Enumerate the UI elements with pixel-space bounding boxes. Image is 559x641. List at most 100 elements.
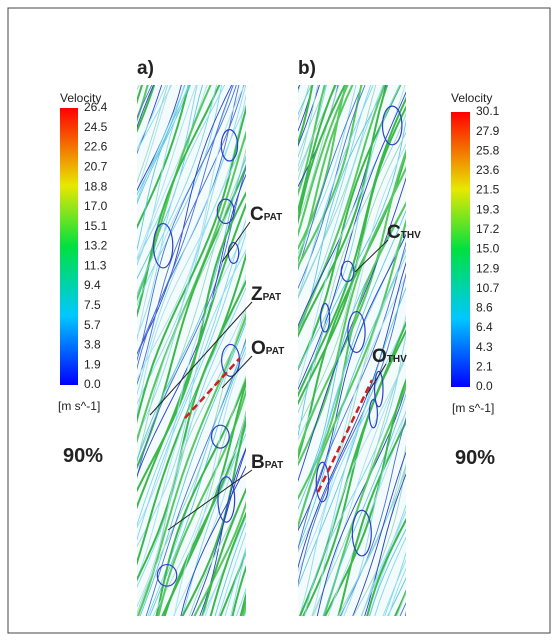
streamline (298, 274, 406, 573)
colorbar-title: Velocity (451, 91, 492, 105)
vortex (315, 461, 330, 503)
vortex (368, 398, 378, 429)
streamline (173, 427, 246, 616)
colorbar-tick-label: 10.7 (476, 281, 500, 295)
vortex (347, 310, 366, 354)
streamline (137, 85, 234, 356)
streamline (137, 85, 169, 184)
streamline (339, 417, 406, 616)
vortex (340, 260, 355, 283)
streamline (180, 465, 246, 616)
streamline (137, 85, 226, 338)
streamline (147, 341, 246, 616)
streamline (316, 385, 406, 616)
vortex (152, 222, 174, 269)
colorbar-tick-label: 8.6 (476, 301, 493, 315)
vortex (217, 476, 236, 523)
vortex (381, 105, 403, 146)
streamline (163, 410, 246, 616)
annotation-letter: B (251, 452, 265, 473)
streamline (137, 85, 154, 129)
streamline (137, 85, 153, 119)
colorbar-tick-label: 15.0 (476, 242, 500, 256)
streamline (337, 443, 406, 616)
streamline (199, 447, 246, 616)
streamline (322, 383, 406, 616)
streamline (137, 273, 246, 580)
streamline (327, 409, 406, 616)
streamline (173, 411, 246, 616)
streamline (298, 85, 363, 271)
streamline (298, 85, 401, 370)
streamline (137, 85, 192, 205)
streamline (298, 321, 406, 616)
streamline (298, 85, 384, 330)
annotation: ZPAT (251, 284, 281, 305)
annotation-letter: O (372, 346, 387, 367)
streamline (155, 375, 246, 616)
annotation: OPAT (251, 338, 284, 359)
streamline (137, 85, 245, 386)
streamline (137, 85, 191, 252)
streamline (298, 241, 406, 551)
annotation: CTHV (387, 222, 421, 243)
colorbar-tick-label: 0.0 (476, 379, 493, 393)
streamline (181, 418, 246, 616)
colorbar-tick-label: 13.2 (84, 239, 108, 253)
streamline (137, 228, 246, 529)
panel-label: b) (298, 58, 316, 79)
streamline (337, 419, 406, 616)
streamline (298, 202, 406, 501)
colorbar-title: Velocity (60, 91, 101, 105)
streamline (137, 309, 246, 615)
streamline (193, 500, 246, 616)
vortex (351, 509, 372, 557)
separation-line (184, 357, 241, 419)
streamline (137, 85, 240, 371)
streamline (298, 131, 406, 429)
streamline (343, 411, 406, 616)
streamline (298, 85, 363, 269)
streamline (298, 85, 340, 224)
streamline (137, 85, 237, 362)
streamline (137, 85, 190, 267)
streamline (311, 354, 406, 616)
streamline (149, 345, 246, 616)
streamline (137, 166, 246, 479)
streamline (298, 85, 357, 255)
annotation-subscript: THV (387, 354, 407, 365)
streamline (137, 85, 171, 193)
frame (7, 7, 551, 634)
streamline (361, 510, 406, 616)
streamline (298, 85, 386, 333)
streamline (298, 85, 326, 197)
streamline (137, 286, 246, 588)
colorbar-tick-label: 12.9 (476, 261, 500, 275)
streamline (157, 387, 246, 616)
streamline (340, 465, 406, 616)
streamline (352, 451, 406, 616)
streamline (137, 85, 182, 192)
colorbar-tick-label: 30.1 (476, 104, 500, 118)
streamline (137, 173, 246, 478)
streamline (161, 379, 246, 616)
colorbar-tick-label: 23.6 (476, 163, 500, 177)
streamline (369, 528, 406, 616)
streamline (298, 85, 389, 339)
streamline (181, 432, 246, 616)
streamline (304, 333, 406, 616)
annotation: CPAT (250, 204, 282, 225)
colorbar-unit: [m s^-1] (58, 399, 100, 413)
colorbar-tick-label: 26.4 (84, 100, 108, 114)
colorbar-tick-label: 11.3 (84, 258, 107, 272)
streamline (298, 149, 406, 457)
streamline (137, 85, 185, 196)
streamline (137, 93, 246, 416)
streamline (137, 85, 246, 396)
streamline (298, 248, 406, 550)
vortex (220, 129, 239, 162)
colorbar-tick-label: 2.1 (476, 360, 493, 374)
streamline (388, 567, 406, 616)
streamline (214, 521, 246, 616)
